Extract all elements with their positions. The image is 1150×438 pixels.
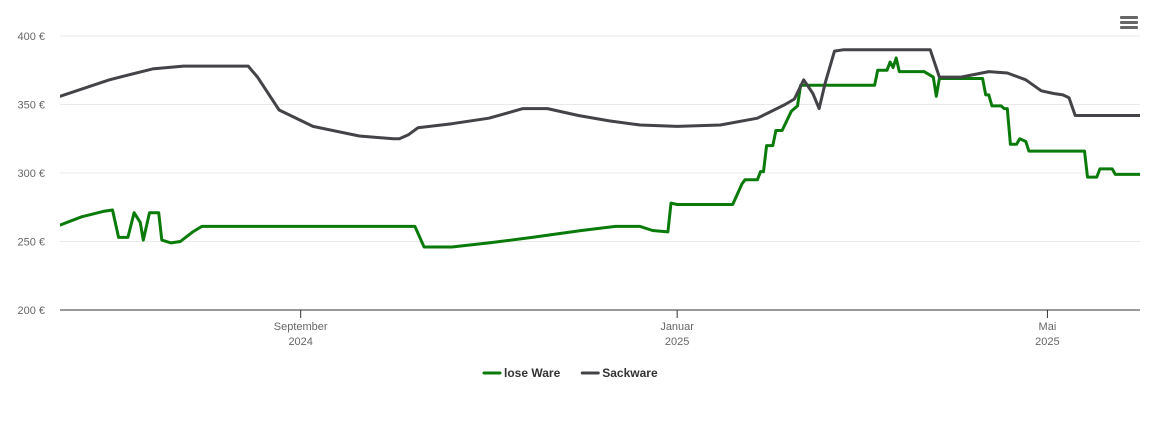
x-tick-year-label: 2025 [665,336,689,348]
grid-lines [60,35,1140,242]
x-tick-year-label: 2024 [288,336,312,348]
x-tick-label: Mai [1039,321,1057,333]
y-tick-label: 400 € [17,31,45,43]
legend-label: lose Ware [504,366,561,380]
y-axis: 200 € 250 € 300 € 350 € 400 € [17,31,45,317]
legend-item-sackware[interactable]: Sackware [580,366,658,380]
series-line-sackware[interactable] [60,48,1150,141]
series-lines [60,48,1150,249]
x-tick-label: Januar [660,321,694,333]
y-tick-label: 350 € [17,100,45,112]
series-line-lose-ware[interactable] [60,56,1150,249]
x-tick-label: September [274,321,328,333]
legend-item-lose-ware[interactable]: lose Ware [482,366,561,380]
y-tick-label: 250 € [17,237,45,249]
hamburger-menu-icon[interactable] [1120,14,1138,30]
legend-label: Sackware [602,366,658,380]
legend[interactable]: lose Ware Sackware [482,366,658,380]
y-tick-label: 300 € [17,168,45,180]
y-tick-label: 200 € [17,305,45,317]
x-axis: September 2024 Januar 2025 Mai 2025 [60,309,1140,348]
x-tick-year-label: 2025 [1035,336,1059,348]
